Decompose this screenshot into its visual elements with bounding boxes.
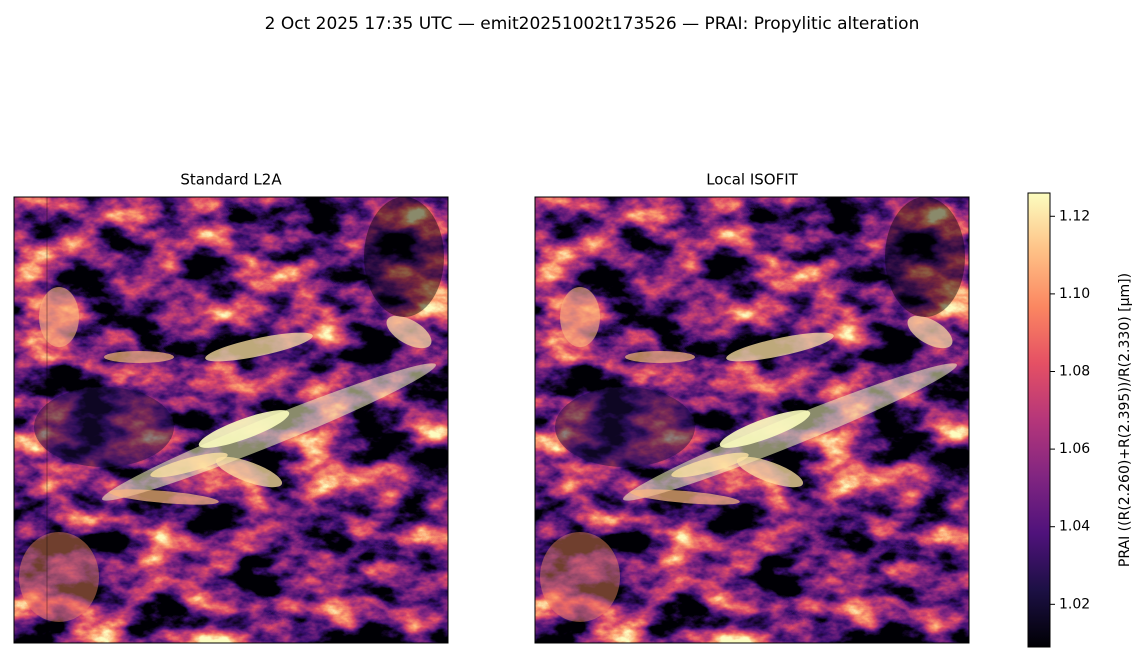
- colorbar: [1027, 192, 1051, 648]
- colorbar-tick-label: 1.12: [1059, 208, 1090, 224]
- panel-frame: [534, 196, 970, 644]
- panel-title: Local ISOFIT: [706, 171, 798, 189]
- colorbar-tick-label: 1.06: [1059, 441, 1090, 457]
- colorbar-tick-label: 1.10: [1059, 286, 1090, 302]
- panel-title: Standard L2A: [180, 171, 282, 189]
- colorbar-tick-label: 1.02: [1059, 596, 1090, 612]
- colorbar-tick-label: 1.04: [1059, 519, 1090, 535]
- colorbar-tick-label: 1.08: [1059, 363, 1090, 379]
- colorbar-label: PRAI ((R(2.260)+R(2.395))/R(2.330) [µm]): [1117, 273, 1133, 567]
- figure-title: 2 Oct 2025 17:35 UTC — emit20251002t1735…: [265, 14, 920, 34]
- panel: [534, 196, 970, 644]
- panel: [13, 196, 449, 644]
- panel-frame: [13, 196, 449, 644]
